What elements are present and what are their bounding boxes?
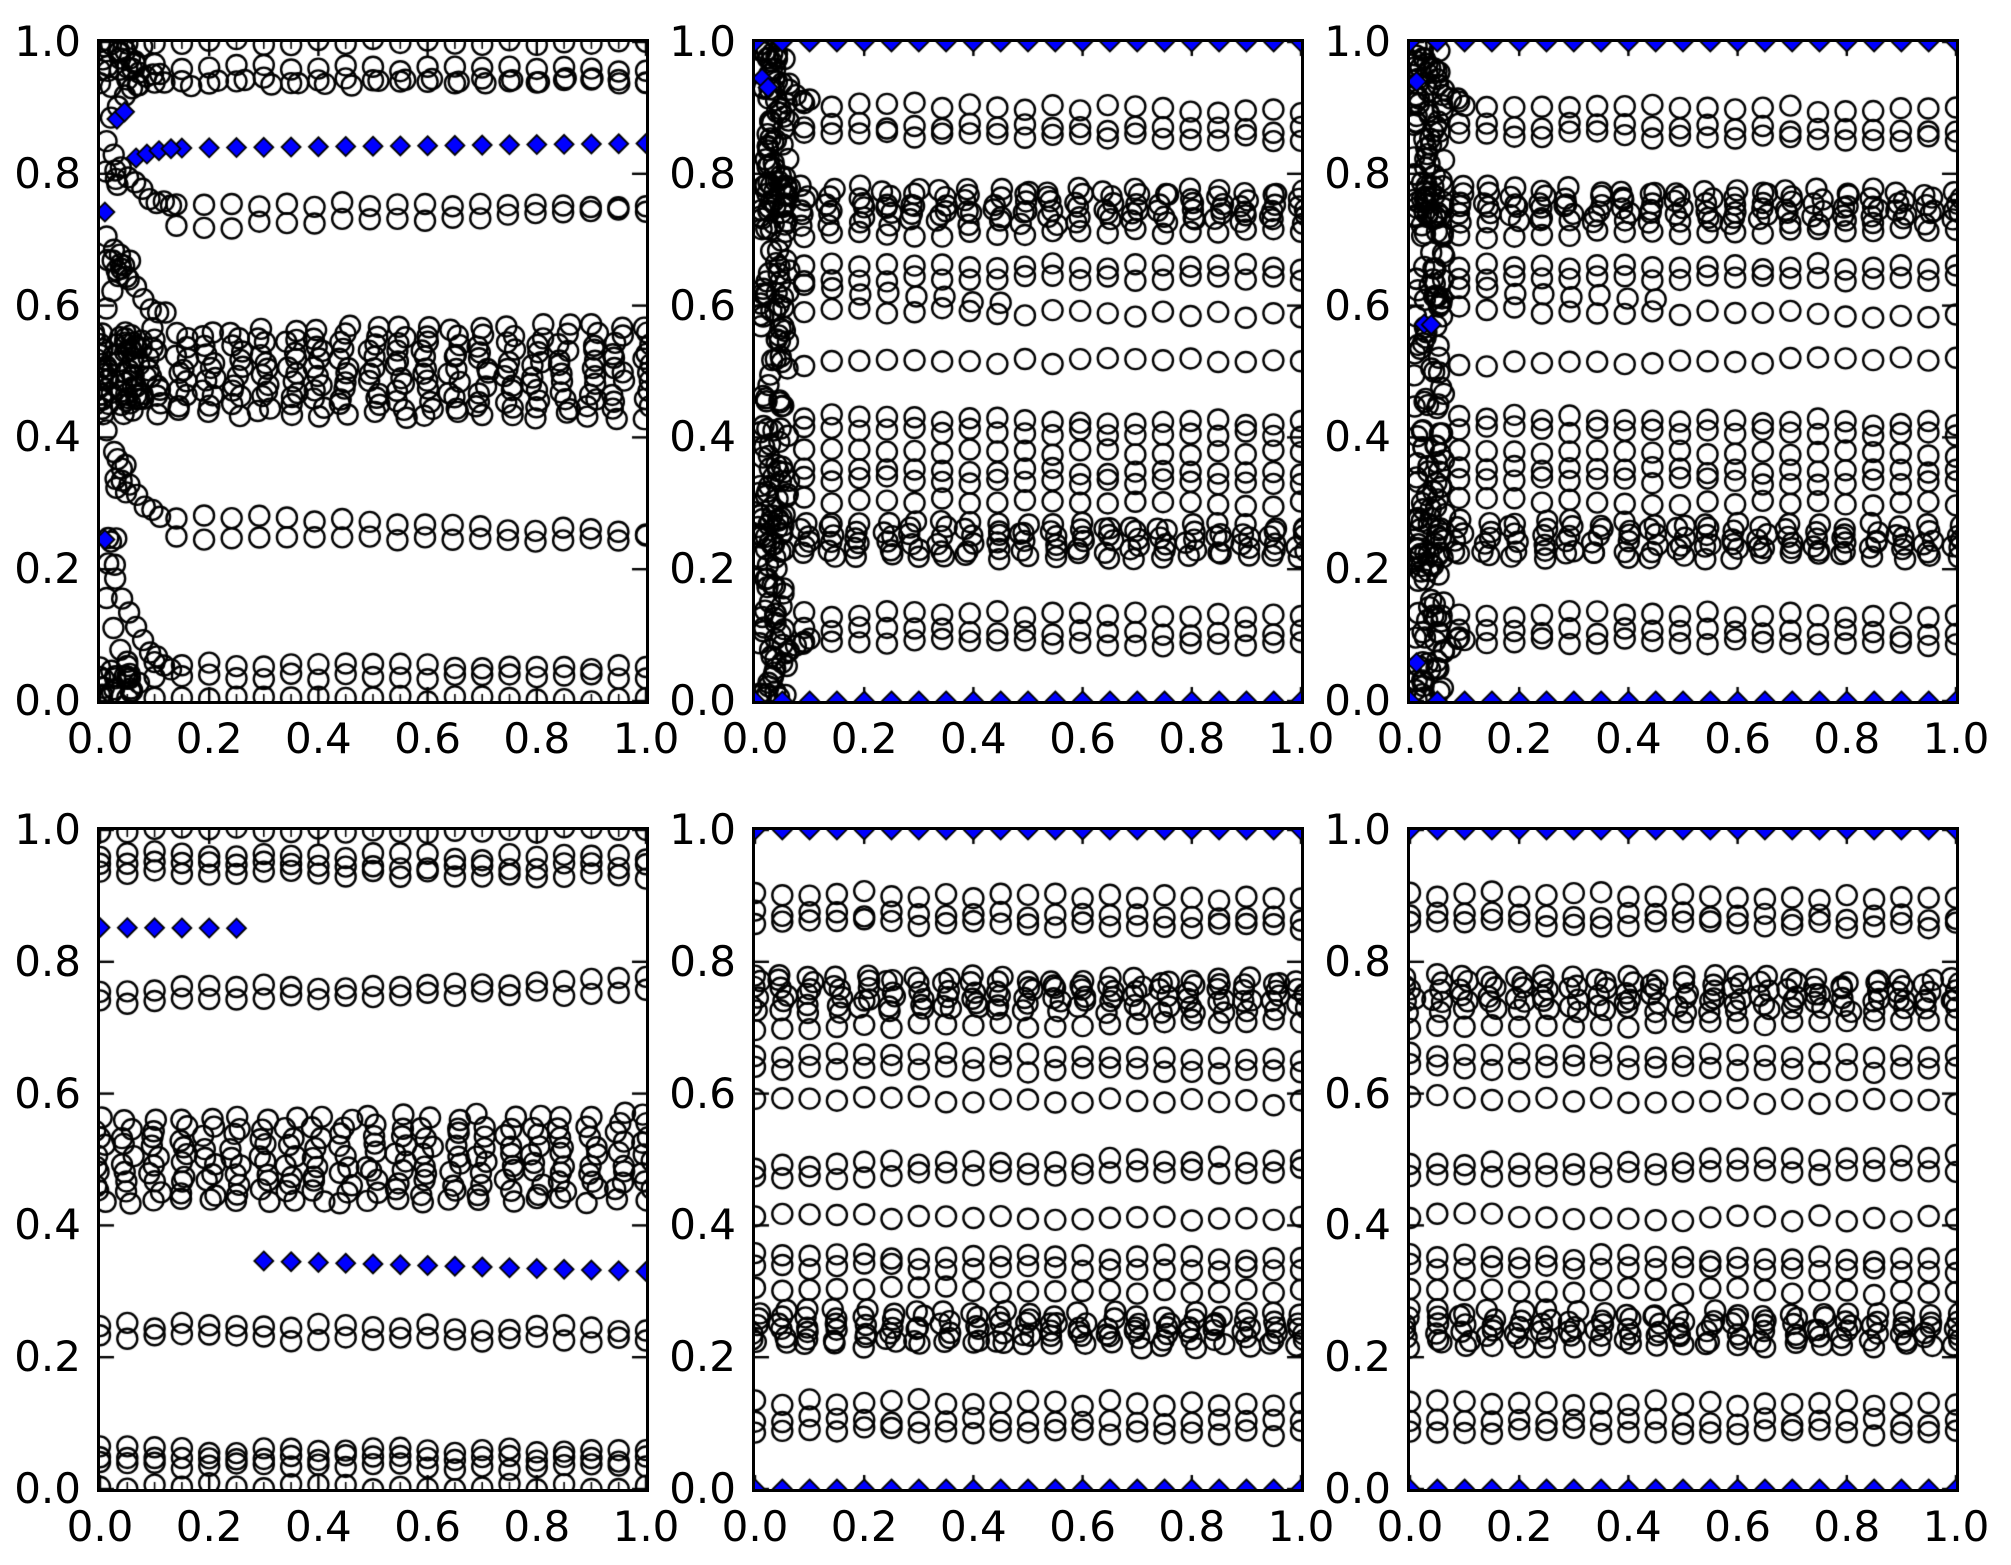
scatter-canvas-bottom-right bbox=[1410, 830, 1956, 1489]
x-tick-label: 0.6 bbox=[1049, 1502, 1116, 1551]
scatter-canvas-top-middle bbox=[755, 42, 1301, 701]
y-tick-label: 0.8 bbox=[669, 936, 736, 986]
x-tick-label: 1.0 bbox=[612, 1502, 680, 1551]
x-tick-label: 1.0 bbox=[612, 714, 680, 763]
y-tick-label: 0.0 bbox=[669, 1464, 736, 1513]
subplot-top-left bbox=[97, 39, 649, 704]
y-tick-label: 0.0 bbox=[1324, 1464, 1391, 1513]
x-tick-label: 0.4 bbox=[939, 1502, 1007, 1551]
y-tick-label: 1.0 bbox=[14, 17, 81, 66]
y-tick-label: 1.0 bbox=[14, 805, 81, 854]
y-tick-label: 0.2 bbox=[14, 1332, 81, 1382]
y-tick-label: 0.6 bbox=[14, 280, 81, 330]
x-tick-label: 0.0 bbox=[721, 714, 789, 763]
y-tick-label: 0.6 bbox=[14, 1068, 81, 1118]
x-tick-label: 0.8 bbox=[1158, 714, 1226, 763]
x-tick-label: 0.2 bbox=[1485, 714, 1553, 763]
x-tick-label: 0.6 bbox=[1704, 1502, 1771, 1551]
x-tick-label: 0.8 bbox=[503, 714, 571, 763]
y-tick-label: 0.2 bbox=[1324, 1332, 1391, 1382]
y-tick-label: 0.4 bbox=[1324, 412, 1391, 462]
y-tick-label: 0.6 bbox=[1324, 280, 1391, 330]
y-tick-label: 0.2 bbox=[669, 544, 736, 594]
x-tick-label: 0.4 bbox=[1594, 1502, 1662, 1551]
x-tick-label: 0.6 bbox=[394, 714, 461, 763]
y-tick-label: 0.4 bbox=[1324, 1200, 1391, 1250]
scatter-canvas-bottom-left bbox=[100, 830, 646, 1489]
x-tick-label: 0.0 bbox=[721, 1502, 789, 1551]
y-tick-label: 1.0 bbox=[669, 17, 736, 66]
x-tick-label: 1.0 bbox=[1922, 714, 1990, 763]
y-tick-label: 0.6 bbox=[669, 280, 736, 330]
x-tick-label: 0.4 bbox=[1594, 714, 1662, 763]
x-tick-label: 0.4 bbox=[284, 714, 352, 763]
x-tick-label: 0.0 bbox=[1376, 1502, 1444, 1551]
scatter-canvas-top-right bbox=[1410, 42, 1956, 701]
x-tick-label: 0.8 bbox=[1813, 714, 1881, 763]
y-tick-label: 0.2 bbox=[669, 1332, 736, 1382]
x-tick-label: 0.0 bbox=[66, 1502, 134, 1551]
y-tick-label: 0.8 bbox=[14, 936, 81, 986]
subplot-bottom-middle bbox=[752, 827, 1304, 1492]
y-tick-label: 0.6 bbox=[1324, 1068, 1391, 1118]
x-tick-label: 1.0 bbox=[1922, 1502, 1990, 1551]
x-tick-label: 0.2 bbox=[830, 714, 898, 763]
x-tick-label: 0.6 bbox=[1704, 714, 1771, 763]
x-tick-label: 0.2 bbox=[175, 1502, 243, 1551]
y-tick-label: 0.4 bbox=[14, 1200, 81, 1250]
x-tick-label: 1.0 bbox=[1267, 714, 1335, 763]
x-tick-label: 0.6 bbox=[394, 1502, 461, 1551]
x-tick-label: 0.4 bbox=[284, 1502, 352, 1551]
y-tick-label: 0.4 bbox=[669, 1200, 736, 1250]
x-tick-label: 0.0 bbox=[66, 714, 134, 763]
x-tick-label: 0.8 bbox=[1158, 1502, 1226, 1551]
scatter-canvas-bottom-middle bbox=[755, 830, 1301, 1489]
y-tick-label: 1.0 bbox=[1324, 17, 1391, 66]
y-tick-label: 0.4 bbox=[669, 412, 736, 462]
subplot-top-middle bbox=[752, 39, 1304, 704]
y-tick-label: 0.8 bbox=[1324, 148, 1391, 198]
y-tick-label: 0.0 bbox=[14, 1464, 81, 1513]
y-tick-label: 0.0 bbox=[669, 676, 736, 725]
y-tick-label: 1.0 bbox=[669, 805, 736, 854]
x-tick-label: 0.2 bbox=[1485, 1502, 1553, 1551]
x-tick-label: 0.2 bbox=[830, 1502, 898, 1551]
x-tick-label: 0.8 bbox=[503, 1502, 571, 1551]
y-tick-label: 0.4 bbox=[14, 412, 81, 462]
scatter-canvas-top-left bbox=[100, 42, 646, 701]
y-tick-label: 0.8 bbox=[14, 148, 81, 198]
subplot-bottom-left bbox=[97, 827, 649, 1492]
y-tick-label: 0.0 bbox=[14, 676, 81, 725]
y-tick-label: 0.6 bbox=[669, 1068, 736, 1118]
x-tick-label: 0.8 bbox=[1813, 1502, 1881, 1551]
x-tick-label: 1.0 bbox=[1267, 1502, 1335, 1551]
y-tick-label: 1.0 bbox=[1324, 805, 1391, 854]
x-tick-label: 0.6 bbox=[1049, 714, 1116, 763]
y-tick-label: 0.8 bbox=[669, 148, 736, 198]
y-tick-label: 0.2 bbox=[14, 544, 81, 594]
subplot-bottom-right bbox=[1407, 827, 1959, 1492]
x-tick-label: 0.4 bbox=[939, 714, 1007, 763]
x-tick-label: 0.2 bbox=[175, 714, 243, 763]
y-tick-label: 0.2 bbox=[1324, 544, 1391, 594]
x-tick-label: 0.0 bbox=[1376, 714, 1444, 763]
y-tick-label: 0.0 bbox=[1324, 676, 1391, 725]
y-tick-label: 0.8 bbox=[1324, 936, 1391, 986]
subplot-top-right bbox=[1407, 39, 1959, 704]
